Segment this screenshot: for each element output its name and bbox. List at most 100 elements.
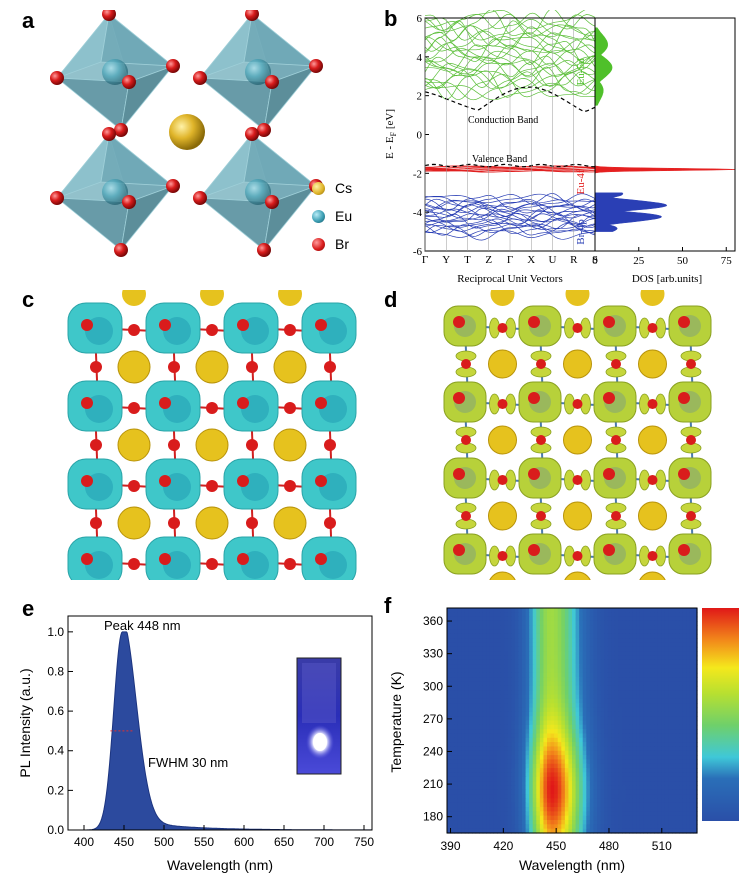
heatmap-cell <box>600 807 605 812</box>
heatmap-cell <box>532 694 537 700</box>
heatmap-cell <box>489 824 495 830</box>
heatmap-cell <box>586 798 591 804</box>
heatmap-cell <box>500 729 505 735</box>
heatmap-cell <box>543 608 548 613</box>
heatmap-cell <box>475 811 480 817</box>
br-atom <box>528 544 540 556</box>
heatmap-cell <box>639 625 645 631</box>
heatmap-cell <box>561 759 566 765</box>
heatmap-cell <box>532 681 537 687</box>
heatmap-cell <box>643 785 648 791</box>
heatmap-cell <box>657 629 662 635</box>
heatmap-cell <box>589 750 595 756</box>
heatmap-cell <box>693 703 698 709</box>
heatmap-cell <box>464 672 470 678</box>
heatmap-cell <box>664 755 670 761</box>
heatmap-cell <box>618 616 623 622</box>
heatmap-cell <box>661 612 666 618</box>
heatmap-cell <box>550 655 555 661</box>
heatmap-cell <box>639 724 645 730</box>
heatmap-ytick-label: 210 <box>423 777 443 791</box>
heatmap-cell <box>575 668 580 674</box>
heatmap-cell <box>604 824 609 830</box>
heatmap-cell <box>600 789 605 795</box>
heatmap-cell <box>625 802 630 808</box>
heatmap-cell <box>664 620 670 626</box>
heatmap-cell <box>575 655 580 661</box>
heatmap-cell <box>597 759 602 765</box>
heatmap-cell <box>607 612 612 618</box>
heatmap-cell <box>450 763 455 769</box>
heatmap-cell <box>461 685 466 691</box>
heatmap-cell <box>525 776 530 782</box>
heatmap-cell <box>668 625 673 631</box>
heatmap-cell <box>647 763 652 769</box>
heatmap-cell <box>693 794 698 799</box>
heatmap-cell <box>643 798 648 804</box>
heatmap-cell <box>579 815 584 821</box>
heatmap-cell <box>497 638 502 644</box>
heatmap-cell <box>564 794 570 799</box>
heatmap-cell <box>543 625 548 631</box>
heatmap-cell <box>486 608 491 613</box>
heatmap-cell <box>472 724 477 730</box>
heatmap-cell <box>661 763 666 769</box>
heatmap-cell <box>654 690 659 696</box>
heatmap-cell <box>511 729 516 735</box>
heatmap-cell <box>457 711 462 717</box>
heatmap-cell <box>561 633 566 639</box>
heatmap-cell <box>475 785 480 791</box>
heatmap-cell <box>647 633 652 639</box>
heatmap-cell <box>554 672 559 678</box>
heatmap-cell <box>536 707 541 713</box>
heatmap-cell <box>536 737 541 743</box>
heatmap-cell <box>629 685 634 691</box>
cs-atom <box>638 349 667 379</box>
octahedron-face <box>198 197 273 251</box>
heatmap-cell <box>654 802 659 808</box>
heatmap-cell <box>593 651 598 657</box>
heatmap-cell <box>504 690 509 696</box>
heatmap-cell <box>675 768 680 774</box>
heatmap-cell <box>497 642 502 648</box>
heatmap-cell <box>661 651 666 657</box>
heatmap-cell <box>643 651 648 657</box>
heatmap-cell <box>614 646 620 652</box>
heatmap-cell <box>604 729 609 735</box>
heatmap-cell <box>632 828 637 834</box>
heatmap-cell <box>479 629 484 635</box>
heatmap-cell <box>650 711 655 717</box>
heatmap-cell <box>572 820 577 825</box>
heatmap-cell <box>468 798 473 804</box>
heatmap-cell <box>493 668 498 674</box>
heatmap-cell <box>639 772 645 778</box>
heatmap-cell <box>689 646 695 652</box>
heatmap-cell <box>614 638 620 644</box>
heatmap-cell <box>493 659 498 665</box>
heatmap-cell <box>693 755 698 761</box>
heatmap-cell <box>468 664 473 670</box>
heatmap-cell <box>539 815 545 821</box>
heatmap-cell <box>579 668 584 674</box>
heatmap-cell <box>589 720 595 726</box>
heatmap-cell <box>464 750 470 756</box>
heatmap-cell <box>550 707 555 713</box>
heatmap-cell <box>493 672 498 678</box>
heatmap-cell <box>561 716 566 722</box>
heatmap-cell <box>693 746 698 752</box>
heatmap-cell <box>450 620 455 626</box>
heatmap-cell <box>622 642 627 648</box>
heatmap-cell <box>539 694 545 700</box>
heatmap-cell <box>604 668 609 674</box>
heatmap-cell <box>454 642 459 648</box>
heatmap-cell <box>522 698 527 704</box>
heatmap-cell <box>482 646 487 652</box>
heatmap-cell <box>604 707 609 713</box>
heatmap-cell <box>529 707 534 713</box>
heatmap-cell <box>536 729 541 735</box>
heatmap-cell <box>629 694 634 700</box>
heatmap-cell <box>654 707 659 713</box>
heatmap-cell <box>689 659 695 665</box>
heatmap-cell <box>611 729 616 735</box>
heatmap-cell <box>614 789 620 795</box>
